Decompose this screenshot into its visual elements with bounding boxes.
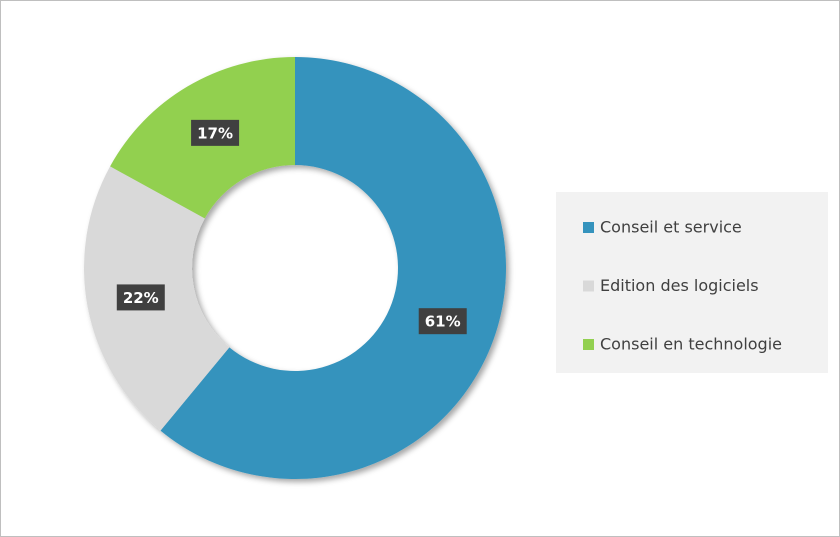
value-label-box (418, 308, 467, 335)
legend-label: Conseil et service (600, 218, 742, 237)
legend-swatch (583, 280, 594, 292)
value-label-box (191, 119, 240, 146)
legend-label: Conseil en technologie (600, 335, 782, 354)
value-labels: 61% 22% 17% (116, 119, 467, 335)
legend: Conseil et service Edition des logiciels C… (583, 218, 782, 354)
donut-slice (160, 57, 506, 479)
legend-label: Edition des logiciels (600, 276, 759, 295)
legend-swatch (583, 222, 594, 233)
value-label: 22% (123, 289, 159, 307)
legend-box (556, 192, 828, 373)
value-label: 17% (197, 124, 233, 142)
value-label: 61% (425, 313, 461, 331)
value-label-box (116, 284, 165, 311)
legend-swatch (583, 339, 594, 350)
